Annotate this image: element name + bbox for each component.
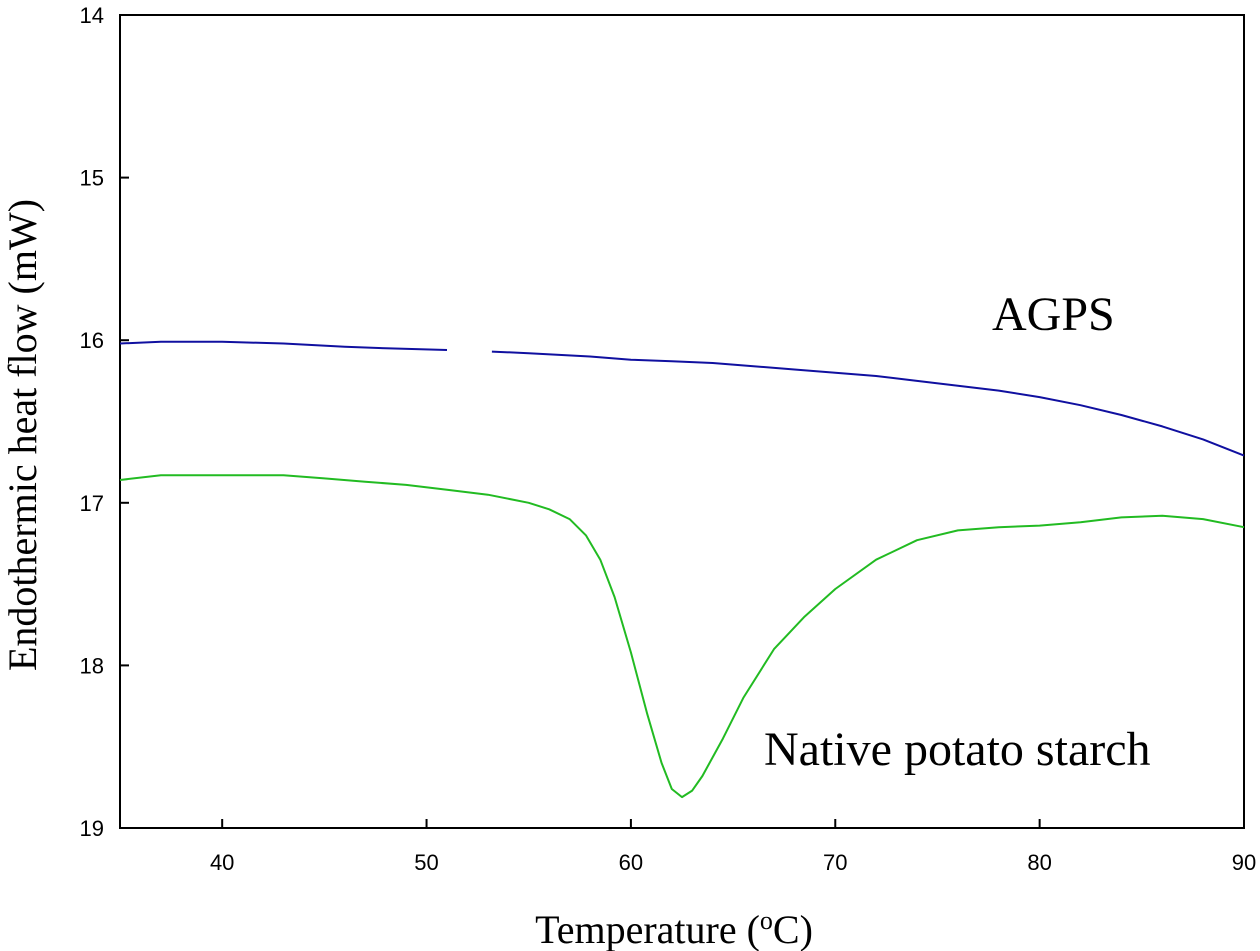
series-label-agps: AGPS — [992, 288, 1115, 341]
y-tick-label: 16 — [80, 328, 104, 353]
y-tick-label: 19 — [80, 816, 104, 841]
y-axis-ticks: 14 15 16 17 18 19 — [80, 3, 129, 841]
series-line-agps — [119, 340, 448, 351]
series-line-agps — [491, 350, 1245, 457]
y-axis-title: Endothermic heat flow (mW) — [0, 199, 45, 671]
y-tick-label: 14 — [80, 3, 104, 28]
series-label-native-potato-starch: Native potato starch — [764, 723, 1151, 776]
x-axis-title: Temperature (oC) — [535, 906, 813, 951]
series-line-native-potato-starch — [119, 474, 1245, 799]
x-tick-label: 40 — [210, 850, 234, 875]
x-tick-label: 60 — [619, 850, 643, 875]
x-axis-title-superscript: o — [760, 906, 773, 935]
y-tick-label: 18 — [80, 653, 104, 678]
series-lines — [119, 340, 1245, 799]
plot-frame — [119, 14, 1245, 829]
x-tick-label: 80 — [1027, 850, 1051, 875]
x-tick-label: 70 — [823, 850, 847, 875]
x-tick-label: 50 — [414, 850, 438, 875]
y-tick-label: 17 — [80, 491, 104, 516]
x-tick-label: 90 — [1232, 850, 1256, 875]
y-tick-label: 15 — [80, 166, 104, 191]
x-axis-ticks: 40 50 60 70 80 90 — [210, 819, 1256, 875]
